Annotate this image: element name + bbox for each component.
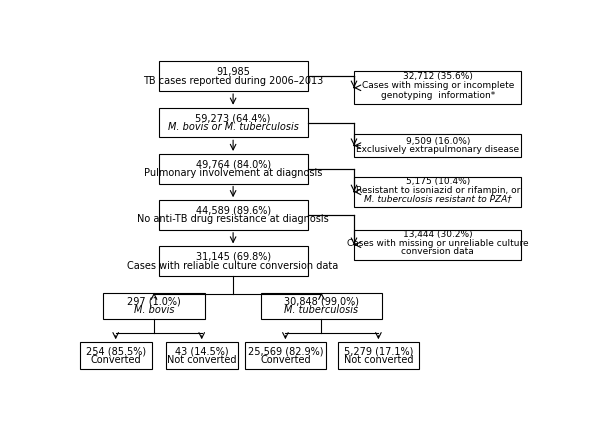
- FancyBboxPatch shape: [103, 293, 205, 319]
- Text: 31,145 (69.8%): 31,145 (69.8%): [196, 252, 271, 262]
- FancyBboxPatch shape: [354, 230, 521, 260]
- FancyBboxPatch shape: [158, 154, 308, 184]
- Text: 59,273 (64.4%): 59,273 (64.4%): [196, 113, 271, 123]
- Text: 13,444 (30.2%): 13,444 (30.2%): [403, 230, 473, 239]
- FancyBboxPatch shape: [158, 108, 308, 137]
- Text: Cases with missing or incomplete: Cases with missing or incomplete: [362, 82, 514, 91]
- Text: Cases with missing or unreliable culture: Cases with missing or unreliable culture: [347, 239, 529, 248]
- Text: 25,569 (82.9%): 25,569 (82.9%): [248, 346, 323, 356]
- FancyBboxPatch shape: [354, 71, 521, 104]
- Text: 297 (1.0%): 297 (1.0%): [127, 296, 181, 307]
- Text: 49,764 (84.0%): 49,764 (84.0%): [196, 160, 271, 169]
- Text: 44,589 (89.6%): 44,589 (89.6%): [196, 205, 271, 216]
- FancyBboxPatch shape: [158, 61, 308, 91]
- Text: Not converted: Not converted: [167, 355, 236, 365]
- Text: 32,712 (35.6%): 32,712 (35.6%): [403, 72, 473, 81]
- Text: 5,279 (17.1%): 5,279 (17.1%): [344, 346, 413, 356]
- FancyBboxPatch shape: [338, 342, 419, 369]
- Text: TB cases reported during 2006–2013: TB cases reported during 2006–2013: [143, 76, 323, 85]
- Text: genotyping  information*: genotyping information*: [380, 91, 495, 100]
- Text: 254 (85.5%): 254 (85.5%): [86, 346, 146, 356]
- Text: 30,848 (99.0%): 30,848 (99.0%): [284, 296, 359, 307]
- Text: M. tuberculosis resistant to PZA†: M. tuberculosis resistant to PZA†: [364, 194, 512, 203]
- FancyBboxPatch shape: [245, 342, 326, 369]
- Text: 43 (14.5%): 43 (14.5%): [175, 346, 229, 356]
- Text: M. bovis or M. tuberculosis: M. bovis or M. tuberculosis: [167, 122, 299, 132]
- FancyBboxPatch shape: [354, 177, 521, 207]
- Text: Exclusively extrapulmonary disease: Exclusively extrapulmonary disease: [356, 145, 519, 154]
- FancyBboxPatch shape: [261, 293, 382, 319]
- FancyBboxPatch shape: [80, 342, 152, 369]
- Text: Resistant to isoniazid or rifampin, or: Resistant to isoniazid or rifampin, or: [356, 186, 520, 195]
- Text: 5,175 (10.4%): 5,175 (10.4%): [406, 177, 470, 186]
- FancyBboxPatch shape: [158, 246, 308, 276]
- FancyBboxPatch shape: [158, 200, 308, 230]
- FancyBboxPatch shape: [354, 134, 521, 157]
- Text: 9,509 (16.0%): 9,509 (16.0%): [406, 137, 470, 146]
- Text: No anti-TB drug resistance at diagnosis: No anti-TB drug resistance at diagnosis: [137, 214, 329, 224]
- Text: Converted: Converted: [260, 355, 311, 365]
- Text: Cases with reliable culture conversion data: Cases with reliable culture conversion d…: [127, 260, 339, 271]
- FancyBboxPatch shape: [166, 342, 238, 369]
- Text: M. bovis: M. bovis: [134, 305, 175, 315]
- Text: conversion data: conversion data: [401, 247, 474, 256]
- Text: Pulmonary involvement at diagnosis: Pulmonary involvement at diagnosis: [144, 168, 322, 178]
- Text: 91,985: 91,985: [216, 67, 250, 77]
- Text: M. tuberculosis: M. tuberculosis: [284, 305, 359, 315]
- Text: Converted: Converted: [91, 355, 141, 365]
- Text: Not converted: Not converted: [344, 355, 413, 365]
